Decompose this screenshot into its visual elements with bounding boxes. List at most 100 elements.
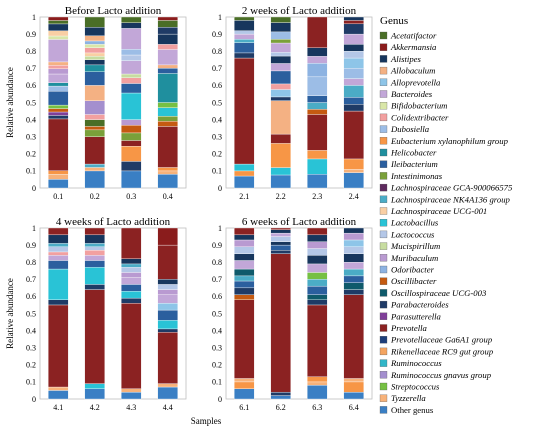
x-tick-label: 6.3	[312, 403, 322, 412]
y-tick-label: 0.7	[26, 64, 36, 73]
bar-segment	[270, 63, 291, 72]
bar-segment	[307, 114, 328, 151]
bar-segment	[234, 239, 255, 247]
bar-segment	[157, 49, 178, 66]
panel-title: 2 weeks of Lacto addition	[242, 5, 357, 17]
bar-segment	[121, 83, 142, 94]
bar-segment	[307, 376, 328, 383]
stacked-bar-0.1	[48, 16, 69, 189]
stacked-bar-0.4	[157, 16, 178, 189]
bar-segment	[157, 102, 178, 108]
bar-segment	[157, 294, 178, 304]
stacked-bar-4.1	[48, 227, 69, 400]
bar-segment	[48, 61, 69, 66]
legend-item: Ruminococcus	[379, 358, 442, 368]
bar-segment	[307, 174, 328, 189]
bar-segment	[234, 175, 255, 189]
bar-segment	[234, 275, 255, 282]
bar-segment	[121, 263, 142, 268]
x-tick-label: 4.4	[163, 403, 173, 412]
bar-segment	[121, 146, 142, 162]
y-tick-label: 1	[218, 13, 222, 22]
legend-label: Mucispirillum	[390, 241, 440, 251]
plot-frame	[225, 16, 373, 189]
legend-swatch	[379, 277, 388, 285]
bar-segment	[84, 243, 105, 247]
y-tick-label: 1	[32, 224, 36, 233]
y-tick-label: 0.4	[212, 115, 222, 124]
y-tick-label: 0.8	[212, 258, 222, 267]
legend-label: Helicobacter	[390, 148, 437, 158]
x-tick-label: 4.3	[126, 403, 136, 412]
legend-item: Mucispirillum	[379, 241, 440, 251]
legend-swatch	[379, 160, 388, 168]
x-tick-label: 6.1	[239, 403, 249, 412]
bar-segment	[157, 64, 178, 69]
bar-segment	[157, 383, 178, 388]
legend-swatch	[379, 324, 388, 332]
legend-label: Lachnospiraceae GCA-900066575	[390, 183, 513, 193]
bar-segment	[48, 390, 69, 400]
bar-segment	[84, 64, 105, 72]
bar-segment	[270, 241, 291, 246]
y-tick-label: 0	[32, 184, 36, 193]
bar-segment	[48, 174, 69, 180]
legend-label: Akkermansia	[390, 42, 437, 52]
legend-swatch	[379, 90, 388, 98]
bar-segment	[48, 170, 69, 175]
legend-item: Eubacterium xylanophilum group	[379, 136, 509, 146]
bar-segment	[343, 381, 364, 393]
bar-segment	[84, 383, 105, 389]
bar-segment	[84, 167, 105, 172]
y-tick-label: 0.3	[212, 133, 222, 142]
bar-segment	[121, 277, 142, 285]
legend-label: Lachnospiraceae NK4A136 group	[390, 194, 511, 204]
y-tick-label: 0.1	[26, 167, 36, 176]
bar-segment	[270, 133, 291, 144]
plot-frame	[39, 227, 187, 400]
bar-segment	[234, 170, 255, 177]
bar-segment	[270, 232, 291, 237]
stacked-bar-2.4	[343, 16, 364, 189]
bar-segment	[343, 262, 364, 270]
bar-segment	[48, 68, 69, 75]
legend-swatch	[379, 43, 388, 51]
bar-segment	[343, 85, 364, 98]
bar-segment	[48, 23, 69, 31]
legend-label: Acetatifactor	[390, 31, 437, 41]
bar-segment	[157, 68, 178, 74]
bar-segment	[234, 253, 255, 261]
y-tick-label: 0	[218, 184, 222, 193]
bar-segment	[307, 385, 328, 400]
bar-segment	[234, 57, 255, 165]
y-tick-label: 0.9	[212, 241, 222, 250]
legend-label: Odoribacter	[391, 265, 435, 275]
bar-segment	[84, 227, 105, 236]
legend-item: Parabacteroides	[379, 300, 449, 310]
bar-segment	[121, 28, 142, 50]
bar-segment	[121, 77, 142, 84]
bar-segment	[234, 378, 255, 383]
bar-segment	[343, 23, 364, 35]
legend-item: Lachnospiraceae UCG-001	[379, 206, 487, 216]
legend-swatch	[379, 125, 388, 133]
bar-segment	[307, 47, 328, 57]
legend-item: Dubosiella	[379, 124, 430, 134]
legend-item: Lactobacillus	[379, 218, 439, 228]
bar-segment	[307, 234, 328, 242]
bar-segment	[270, 70, 291, 85]
bar-segment	[121, 272, 142, 278]
legend-label: Muribaculum	[390, 253, 438, 263]
bar-segment	[121, 297, 142, 304]
bar-segment	[234, 260, 255, 270]
bar-segment	[234, 294, 255, 300]
y-tick-label: 0.1	[212, 378, 222, 387]
bar-segment	[343, 20, 364, 25]
legend-item: Akkermansia	[379, 42, 437, 52]
bar-segment	[234, 388, 255, 400]
legend-label: Colidextribacter	[391, 112, 449, 122]
bar-segment	[48, 304, 69, 388]
bar-segment	[270, 244, 291, 251]
bar-segment	[48, 251, 69, 256]
y-tick-label: 0.4	[26, 115, 36, 124]
